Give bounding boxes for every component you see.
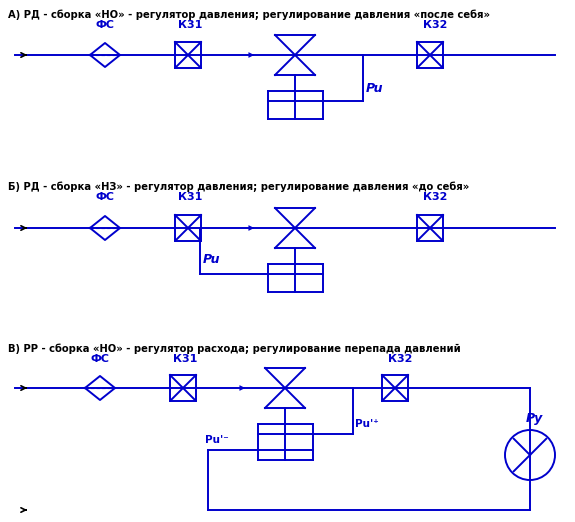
Text: К32: К32	[423, 192, 447, 202]
Text: К32: К32	[423, 20, 447, 30]
Text: ФС: ФС	[90, 354, 109, 364]
Text: Py: Py	[526, 412, 543, 425]
Text: Pu'⁺: Pu'⁺	[355, 419, 379, 429]
Text: Б) РД - сборка «НЗ» - регулятор давления; регулирование давления «до себя»: Б) РД - сборка «НЗ» - регулятор давления…	[8, 182, 469, 193]
Text: ФС: ФС	[95, 20, 114, 30]
Text: Pu: Pu	[203, 253, 220, 266]
Text: К31: К31	[173, 354, 197, 364]
Text: В) РР - сборка «НО» - регулятор расхода; регулирование перепада давлений: В) РР - сборка «НО» - регулятор расхода;…	[8, 344, 461, 354]
Text: К31: К31	[178, 192, 202, 202]
Text: Pu: Pu	[366, 82, 384, 95]
Text: К31: К31	[178, 20, 202, 30]
Text: Pu'⁻: Pu'⁻	[205, 435, 229, 445]
Text: А) РД - сборка «НО» - регулятор давления; регулирование давления «после себя»: А) РД - сборка «НО» - регулятор давления…	[8, 10, 490, 20]
Text: ФС: ФС	[95, 192, 114, 202]
Text: К32: К32	[388, 354, 412, 364]
